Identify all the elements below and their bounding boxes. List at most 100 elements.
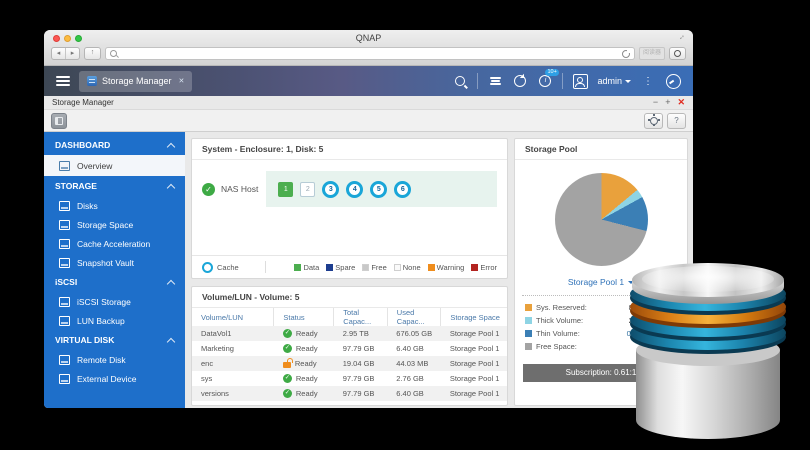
user-avatar-button[interactable] <box>572 73 588 89</box>
disk-slot-4[interactable]: 4 <box>346 180 364 198</box>
tab-close-icon[interactable]: ✕ <box>178 78 185 85</box>
fullscreen-resize-icon[interactable]: ↔ <box>674 30 688 43</box>
reload-icon[interactable] <box>621 49 630 58</box>
close-window-button[interactable] <box>53 35 60 42</box>
sidebar-item-label: Snapshot Vault <box>77 257 135 268</box>
sidebar-section-header[interactable]: VIRTUAL DISK <box>44 330 185 350</box>
legend-label: Warning <box>436 262 465 272</box>
snapshot-icon <box>59 257 70 268</box>
volume-panel: Volume/LUN - Volume: 5 Volume/LUN Status T… <box>191 286 508 406</box>
user-menu[interactable]: admin <box>597 76 631 86</box>
sidebar-item-label: External Device <box>77 373 137 384</box>
storage-space-icon <box>59 219 70 230</box>
ready-check-icon: ✓ <box>282 389 292 398</box>
browser-titlebar[interactable]: QNAP ↔ <box>44 30 693 46</box>
divider <box>522 295 680 296</box>
unlocked-icon <box>282 358 293 368</box>
sidebar-section-header[interactable]: STORAGE <box>44 176 185 196</box>
sidebar-item-iscsi-storage[interactable]: iSCSI Storage <box>44 292 185 311</box>
legend-label: Thick Volume: <box>536 316 584 325</box>
reader-button[interactable]: 阅读器 <box>638 47 665 60</box>
settings-button[interactable] <box>644 112 663 129</box>
sidebar-item-external-device[interactable]: External Device <box>44 369 185 388</box>
system-panel: System - Enclosure: 1, Disk: 5 ✓ NAS Hos… <box>191 138 508 279</box>
content-area: System - Enclosure: 1, Disk: 5 ✓ NAS Hos… <box>185 132 693 408</box>
nas-host-label: NAS Host <box>221 184 259 194</box>
legend-label: Thin Volume: <box>536 329 580 338</box>
disk-slot-2[interactable]: 2 <box>300 181 316 197</box>
help-button[interactable]: ? <box>667 112 686 129</box>
disk-slot-6[interactable]: 6 <box>394 180 412 198</box>
refresh-tasks-button[interactable] <box>512 73 528 89</box>
legend-swatch <box>427 263 435 271</box>
total-capacity: 19.04 GB <box>342 359 375 368</box>
used-capacity: 2.76 GB <box>396 374 424 383</box>
sidebar: DASHBOARD Overview STORAGE Disks Storage Spa… <box>44 132 185 408</box>
system-panel-title: System - Enclosure: 1, Disk: 5 <box>192 139 507 160</box>
sidebar-item-label: Disks <box>77 200 98 211</box>
sidebar-item-overview[interactable]: Overview <box>44 155 185 176</box>
legend-label: Spare <box>335 262 356 272</box>
close-button[interactable]: ✕ <box>677 97 685 107</box>
column-header[interactable]: Total Capac... <box>333 308 388 326</box>
sidebar-item-remote-disk[interactable]: Remote Disk <box>44 350 185 369</box>
storage-manager-titlebar[interactable]: Storage Manager − + ✕ <box>44 96 693 110</box>
legend-item-free: Free <box>362 263 387 272</box>
more-options-button[interactable]: ⋮ <box>640 73 656 89</box>
background-tasks-button[interactable] <box>487 73 503 89</box>
column-header[interactable]: Used Capac... <box>386 308 441 326</box>
minimize-window-button[interactable] <box>64 35 71 42</box>
sidebar-item-storage-space[interactable]: Storage Space <box>44 215 185 234</box>
table-row[interactable]: Marketing ✓ Ready 97.79 GB 6.40 GB Storage Po… <box>192 341 507 356</box>
downloads-button[interactable] <box>669 47 686 60</box>
volume-panel-title: Volume/LUN - Volume: 5 <box>192 287 507 308</box>
sidebar-item-cache-acceleration[interactable]: Cache Acceleration <box>44 234 185 253</box>
sidebar-section-header[interactable]: iSCSI <box>44 272 185 292</box>
forward-button[interactable]: ▸ <box>65 48 79 59</box>
storage-pool-title: Storage Pool <box>515 139 687 160</box>
address-bar[interactable] <box>105 47 635 60</box>
table-row[interactable]: enc Ready 19.04 GB 44.03 MB Storage Pool 1 <box>192 356 507 371</box>
sidebar-toggle-button[interactable] <box>51 112 67 129</box>
disk-slot-1[interactable]: 1 <box>278 181 294 197</box>
disk-slot-3[interactable]: 3 <box>322 180 340 198</box>
iscsi-icon <box>59 296 70 307</box>
disk-status-legend: Data Spare Free None Warning Error <box>294 263 497 272</box>
column-header[interactable]: Storage Space <box>440 308 507 326</box>
legend-swatch <box>326 263 334 271</box>
chevron-up-icon <box>166 183 176 192</box>
legend-swatch <box>471 263 479 271</box>
table-row[interactable]: sys ✓ Ready 97.79 GB 2.76 GB Storage Pool 1 <box>192 371 507 386</box>
sidebar-item-disks[interactable]: Disks <box>44 196 185 215</box>
tab-storage-manager[interactable]: Storage Manager ✕ <box>79 70 193 92</box>
sidebar-item-lun-backup[interactable]: LUN Backup <box>44 311 185 330</box>
resource-monitor-button[interactable] <box>665 73 681 89</box>
legend-label: None <box>402 262 421 272</box>
zoom-window-button[interactable] <box>75 35 82 42</box>
column-header[interactable]: Status <box>273 308 334 326</box>
used-capacity: 6.40 GB <box>396 344 424 353</box>
sidebar-item-snapshot-vault[interactable]: Snapshot Vault <box>44 253 185 272</box>
main-menu-icon[interactable] <box>56 76 70 86</box>
minimize-button[interactable]: − <box>652 97 659 107</box>
notifications-button[interactable]: i 10+ <box>537 69 559 89</box>
disk-slot-5[interactable]: 5 <box>370 180 388 198</box>
pool-selector-label: Storage Pool 1 <box>567 277 625 287</box>
column-header[interactable]: Volume/LUN <box>201 312 244 322</box>
used-capacity: 676.05 GB <box>396 329 433 338</box>
volume-name: DataVol1 <box>201 329 232 338</box>
disk-icon <box>59 200 70 211</box>
global-search-button[interactable] <box>452 73 468 89</box>
share-button[interactable]: ↑ <box>84 47 101 60</box>
sidebar-section-header[interactable]: DASHBOARD <box>44 135 185 155</box>
maximize-button[interactable]: + <box>665 97 671 107</box>
status-label: Ready <box>295 374 318 383</box>
table-row[interactable]: versions ✓ Ready 97.79 GB 6.40 GB Storage Poo… <box>192 386 507 401</box>
pool-selector[interactable]: Storage Pool 1 <box>515 275 687 289</box>
back-button[interactable]: ◂ <box>56 50 61 57</box>
table-row[interactable]: DataVol1 ✓ Ready 2.95 TB 676.05 GB Storage Po… <box>192 326 507 341</box>
storage-space: Storage Pool 1 <box>449 359 500 368</box>
toolbar-divider <box>562 73 564 89</box>
legend-label: Error <box>480 262 497 272</box>
